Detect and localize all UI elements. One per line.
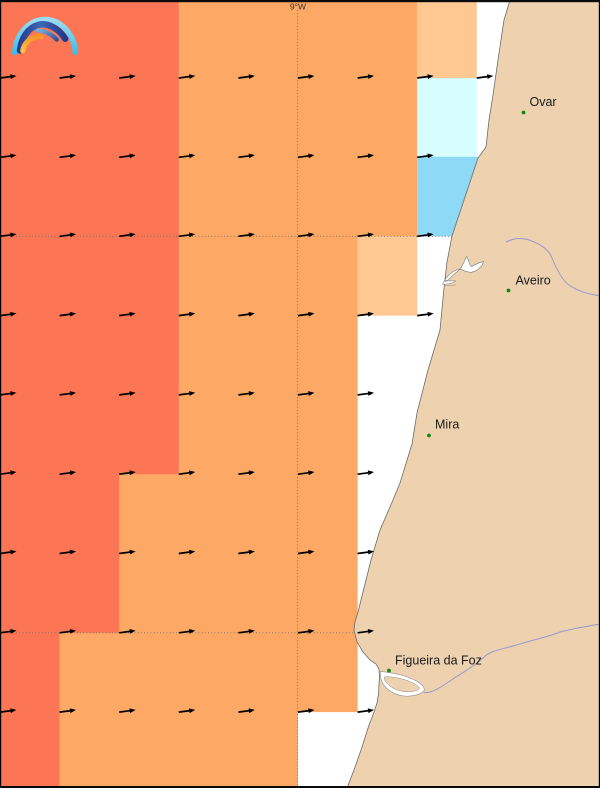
svg-text:Ovar: Ovar	[530, 95, 557, 109]
svg-text:Aveiro: Aveiro	[516, 274, 551, 288]
svg-text:Figueira da Foz: Figueira da Foz	[395, 654, 482, 668]
svg-text:9°W: 9°W	[290, 2, 306, 12]
svg-text:Mira: Mira	[435, 418, 459, 432]
